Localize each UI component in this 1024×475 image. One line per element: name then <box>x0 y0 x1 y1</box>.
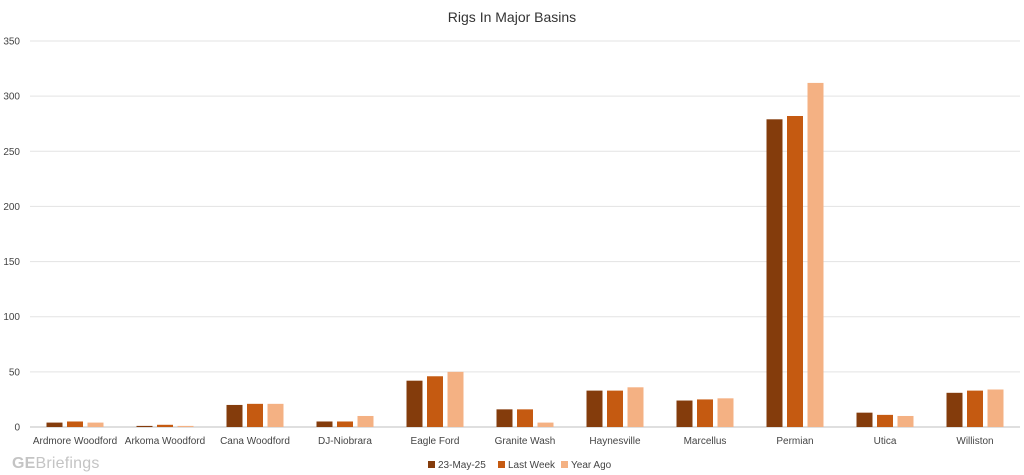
bar <box>897 415 914 427</box>
bar <box>267 403 284 427</box>
bar <box>537 422 554 427</box>
bar <box>676 400 693 427</box>
bar <box>337 421 353 427</box>
x-tick-label: Permian <box>776 436 813 447</box>
bar <box>136 425 153 427</box>
y-tick-label: 250 <box>3 147 20 158</box>
legend-swatch <box>561 461 568 468</box>
x-tick-label: Williston <box>956 436 993 447</box>
legend-swatch <box>428 461 435 468</box>
x-tick-label: Ardmore Woodford <box>33 436 117 447</box>
bar <box>856 412 873 427</box>
x-axis-ticks: Ardmore Woodford Arkoma Woodford Cana Wood… <box>33 436 994 447</box>
x-tick-label: Granite Wash <box>495 436 556 447</box>
bar <box>87 422 104 427</box>
legend-label: Year Ago <box>571 460 612 471</box>
y-tick-label: 100 <box>3 312 20 323</box>
bar <box>67 421 83 427</box>
bar <box>987 389 1004 427</box>
x-tick-label: Marcellus <box>684 436 727 447</box>
bar <box>967 390 983 427</box>
y-tick-label: 350 <box>3 37 20 48</box>
legend-label: 23-May-25 <box>438 460 486 471</box>
legend: 23-May-25 Last Week Year Ago <box>428 460 612 471</box>
bar <box>877 414 893 427</box>
legend-swatch <box>498 461 505 468</box>
bars <box>46 82 1004 427</box>
bar <box>447 371 464 427</box>
y-tick-label: 200 <box>3 202 20 213</box>
bar <box>627 387 644 427</box>
bar <box>316 421 333 427</box>
bar <box>357 415 374 427</box>
bar <box>427 376 443 427</box>
bar <box>807 82 824 427</box>
x-tick-label: Haynesville <box>589 436 641 447</box>
x-tick-label: Eagle Ford <box>411 436 460 447</box>
bar <box>766 119 783 427</box>
watermark-logo: GEBriefings <box>12 455 100 473</box>
bar <box>787 115 803 427</box>
x-tick-label: DJ-Niobrara <box>318 436 372 447</box>
bar <box>607 390 623 427</box>
bar <box>946 392 963 427</box>
bar <box>226 404 243 427</box>
bar <box>717 398 734 427</box>
x-tick-label: Utica <box>874 436 897 447</box>
bar <box>406 380 423 427</box>
watermark-suffix: Briefings <box>35 455 100 472</box>
bar <box>177 425 194 427</box>
bar <box>157 424 173 427</box>
bar <box>517 409 533 427</box>
legend-label: Last Week <box>508 460 556 471</box>
x-tick-label: Arkoma Woodford <box>125 436 205 447</box>
chart-title: Rigs In Major Basins <box>448 9 576 25</box>
watermark-prefix: GE <box>12 455 36 472</box>
y-tick-label: 50 <box>9 367 21 378</box>
y-tick-label: 300 <box>3 92 20 103</box>
y-tick-label: 0 <box>14 423 20 434</box>
y-tick-label: 150 <box>3 257 20 268</box>
gridlines <box>30 40 1020 428</box>
bar <box>697 399 713 427</box>
bar <box>247 403 263 427</box>
bar <box>496 409 513 427</box>
bar <box>586 390 603 427</box>
bar <box>46 422 63 427</box>
y-axis-ticks: 0 50 100 150 200 250 300 350 <box>3 37 20 434</box>
x-tick-label: Cana Woodford <box>220 436 290 447</box>
